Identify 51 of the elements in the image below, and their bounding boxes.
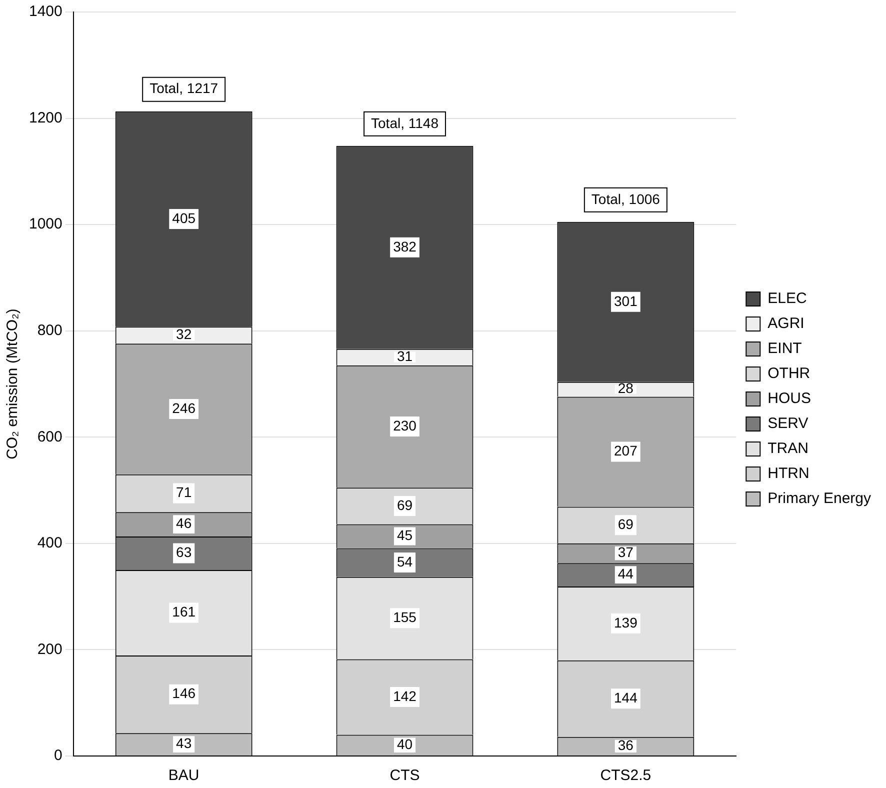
- data-label: 144: [614, 689, 638, 706]
- y-tick-label: 0: [54, 747, 62, 764]
- y-tick-label: 400: [37, 534, 62, 552]
- data-label: 54: [396, 553, 413, 570]
- total-label: Total, 1148: [371, 114, 439, 131]
- data-label: 139: [614, 614, 638, 630]
- data-label: 230: [393, 417, 417, 434]
- legend-label: TRAN: [768, 440, 808, 458]
- data-label: 28: [618, 380, 634, 396]
- x-tick-label: CTS2.5: [600, 767, 652, 784]
- total-label: Total, 1217: [150, 80, 218, 96]
- data-label: 32: [176, 326, 192, 342]
- x-tick-label: CTS: [390, 767, 420, 784]
- data-label: 46: [176, 515, 192, 532]
- legend-label: HTRN: [768, 465, 810, 482]
- legend-label: HOUS: [768, 390, 811, 408]
- data-label: 207: [614, 442, 638, 459]
- data-label: 37: [618, 544, 634, 560]
- y-tick-label: 600: [37, 428, 62, 446]
- legend-label: OTHR: [768, 365, 810, 382]
- data-label: 31: [396, 348, 413, 364]
- y-tick-label: 1400: [28, 3, 62, 20]
- data-label: 69: [618, 516, 634, 532]
- data-label: 246: [172, 400, 196, 416]
- legend-label: Primary Energy: [768, 490, 872, 508]
- y-tick-label: 200: [37, 640, 62, 658]
- data-label: 405: [172, 210, 196, 226]
- data-label: 71: [176, 484, 192, 500]
- data-label: 44: [618, 566, 634, 582]
- data-label: 45: [396, 527, 413, 544]
- data-label: 155: [393, 608, 417, 625]
- data-label: 40: [396, 736, 413, 752]
- data-label: 69: [396, 496, 413, 513]
- legend-label: SERV: [768, 415, 808, 432]
- legend-label: ELEC: [768, 290, 807, 308]
- data-label: 382: [393, 238, 417, 254]
- y-tick-label: 1000: [28, 216, 62, 233]
- data-label: 63: [176, 544, 192, 560]
- data-label: 146: [172, 685, 196, 702]
- total-label: Total, 1006: [591, 190, 660, 207]
- data-label: 43: [176, 735, 192, 752]
- legend-label: EINT: [768, 340, 802, 358]
- data-label: 142: [393, 688, 417, 704]
- x-tick-label: BAU: [168, 767, 200, 784]
- data-label: 301: [614, 292, 638, 309]
- y-axis-title: CO₂ emission (MtCO₂): [4, 308, 22, 460]
- y-tick-label: 800: [37, 322, 62, 339]
- data-label: 161: [172, 604, 196, 620]
- y-tick-label: 1200: [28, 109, 62, 126]
- data-label: 36: [618, 737, 634, 754]
- legend-label: AGRI: [768, 315, 804, 332]
